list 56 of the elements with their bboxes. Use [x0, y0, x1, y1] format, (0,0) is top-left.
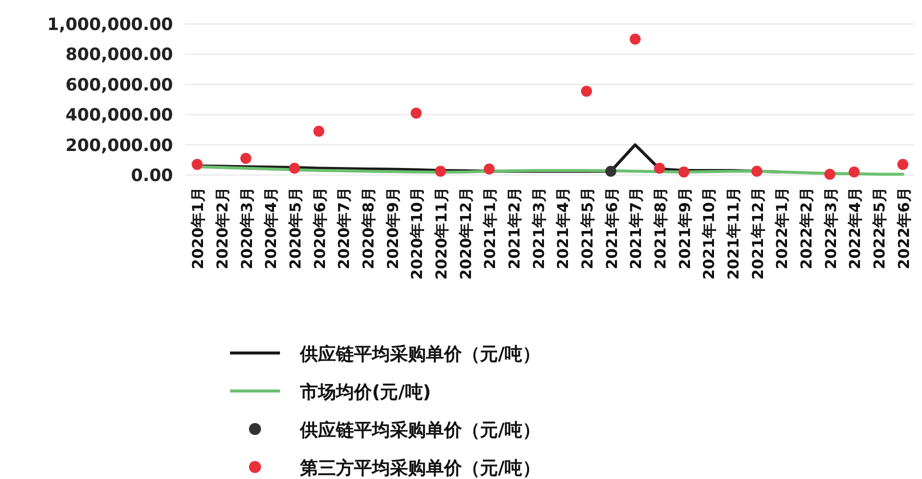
- x-tick-label: 2020年10月: [408, 187, 426, 280]
- x-tick-label: 2020年5月: [286, 187, 304, 270]
- x-tick-label: 2020年2月: [214, 187, 232, 270]
- point: [751, 166, 762, 177]
- x-tick-label: 2020年7月: [335, 187, 354, 270]
- x-tick-label: 2021年8月: [652, 187, 670, 270]
- point: [410, 108, 422, 119]
- x-tick-label: 2021年2月: [506, 187, 524, 270]
- y-tick-label: 0.00: [131, 166, 174, 186]
- x-tick-label: 2021年6月: [602, 187, 621, 270]
- x-tick-label: 2022年4月: [846, 187, 864, 270]
- x-tick-label: 2020年12月: [456, 187, 475, 280]
- x-tick-label: 2021年11月: [724, 187, 742, 280]
- point: [192, 158, 203, 170]
- point: [240, 152, 252, 164]
- legend-label: 供应链平均采购单价（元/吨）: [299, 344, 541, 365]
- legend-label: 市场均价(元/吨): [299, 382, 432, 403]
- x-tick-label: 2020年6月: [310, 187, 329, 270]
- x-tick-label: 2021年3月: [530, 187, 548, 270]
- x-tick-label: 2021年7月: [627, 187, 646, 270]
- x-tick-label: 2021年1月: [481, 187, 500, 270]
- y-tick-label: 200,000.00: [65, 136, 174, 156]
- point: [630, 34, 641, 45]
- y-tick-label: 400,000.00: [65, 106, 174, 126]
- x-tick-label: 2022年3月: [822, 187, 840, 270]
- y-tick-label: 600,000.00: [65, 75, 174, 96]
- x-tick-label: 2020年8月: [360, 187, 378, 270]
- point: [824, 168, 836, 180]
- point: [605, 166, 616, 177]
- y-tick-label: 800,000.00: [65, 45, 174, 66]
- x-tick-label: 2021年10月: [700, 187, 718, 280]
- point: [289, 162, 300, 174]
- x-tick-label: 2020年4月: [262, 187, 280, 270]
- x-tick-label: 2020年3月: [238, 187, 256, 270]
- x-tick-label: 2022年6月: [894, 187, 913, 270]
- point: [848, 166, 860, 178]
- point: [654, 162, 665, 174]
- x-tick-label: 2022年5月: [870, 187, 888, 270]
- x-tick-label: 2020年1月: [189, 187, 208, 270]
- x-tick-label: 2022年2月: [798, 187, 816, 270]
- point: [678, 166, 690, 178]
- point: [484, 163, 495, 174]
- x-tick-label: 2021年9月: [676, 187, 694, 270]
- point: [313, 126, 324, 137]
- x-tick-label: 2021年5月: [578, 187, 596, 270]
- x-tick-label: 2020年9月: [384, 187, 402, 270]
- x-tick-label: 2021年12月: [748, 187, 767, 280]
- y-tick-label: 1,000,000.00: [47, 15, 174, 35]
- legend-label: 第三方平均采购单价（元/吨）: [299, 458, 541, 479]
- point: [897, 158, 908, 170]
- point: [581, 86, 592, 97]
- legend-label: 供应链平均采购单价（元/吨）: [299, 420, 541, 441]
- point: [435, 166, 446, 177]
- x-tick-label: 2021年4月: [554, 187, 572, 270]
- x-tick-label: 2022年1月: [773, 187, 792, 270]
- x-tick-label: 2020年11月: [432, 187, 450, 280]
